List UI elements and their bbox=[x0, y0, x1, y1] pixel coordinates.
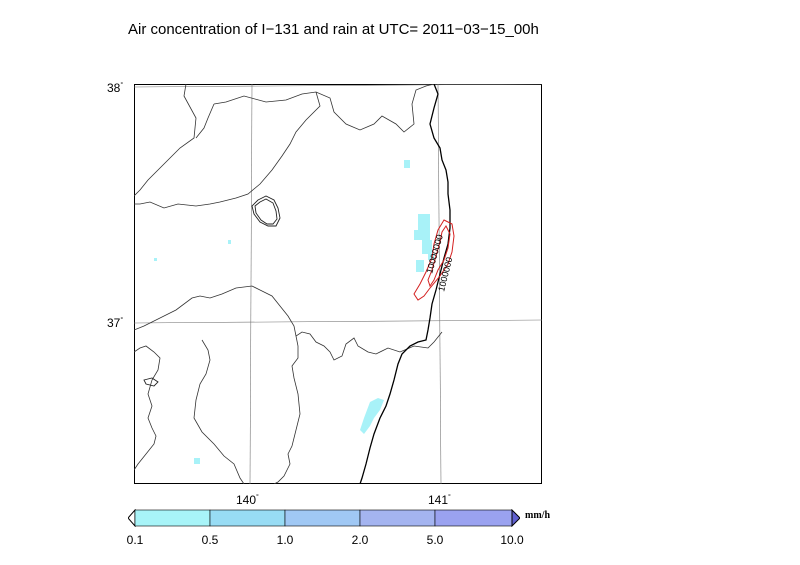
graticule-lat-38 bbox=[134, 84, 542, 88]
lat-label-38: 38° bbox=[107, 81, 124, 95]
graticule-lon-141 bbox=[437, 84, 442, 484]
rain-patch bbox=[154, 258, 157, 261]
lon-label-140: 140° bbox=[236, 493, 259, 507]
colorbar-right-arrow bbox=[511, 509, 520, 527]
lake-inawashiro-inner bbox=[254, 198, 278, 225]
colorbar-tick-label: 2.0 bbox=[351, 533, 369, 547]
lat-label-37: 37° bbox=[107, 316, 124, 330]
border-line bbox=[134, 345, 161, 471]
colorbar-segment-4 bbox=[359, 509, 436, 527]
border-line bbox=[213, 84, 435, 133]
coastline bbox=[359, 84, 451, 484]
contour-10000000 bbox=[427, 225, 451, 288]
border-line bbox=[134, 91, 321, 209]
graticule bbox=[134, 84, 542, 484]
i131-contours bbox=[413, 219, 455, 301]
rain-patch bbox=[404, 160, 410, 168]
contour-1000000 bbox=[413, 219, 455, 301]
colorbar-tick-label: 5.0 bbox=[426, 533, 444, 547]
border-line bbox=[193, 339, 245, 484]
rain-patches bbox=[154, 160, 434, 464]
lakes bbox=[143, 195, 281, 387]
rain-patch bbox=[414, 230, 422, 240]
rain-patch bbox=[228, 240, 231, 244]
rain-patch bbox=[428, 254, 434, 260]
colorbar-tick-label: 1.0 bbox=[276, 533, 294, 547]
lake-inawashiro bbox=[251, 195, 281, 227]
border-line bbox=[273, 331, 443, 484]
map-frame: 10000000 1000000 bbox=[134, 84, 542, 484]
rain-patch bbox=[360, 398, 384, 434]
map-title: Air concentration of I−131 and rain at U… bbox=[128, 21, 539, 38]
border-line bbox=[134, 84, 197, 197]
prefecture-borders bbox=[134, 84, 443, 484]
colorbar-tick-label: 0.1 bbox=[126, 533, 144, 547]
border-line bbox=[195, 103, 215, 139]
colorbar-segment-1 bbox=[134, 509, 211, 527]
colorbar bbox=[128, 509, 520, 527]
lake-small bbox=[143, 377, 159, 387]
colorbar-segment-3 bbox=[284, 509, 361, 527]
colorbar-unit: mm/h bbox=[525, 510, 550, 521]
colorbar-segment-5 bbox=[434, 509, 513, 527]
lon-label-141: 141° bbox=[428, 493, 451, 507]
rain-patch bbox=[422, 240, 432, 254]
rain-patch bbox=[416, 260, 424, 272]
colorbar-tick-label: 0.5 bbox=[201, 533, 219, 547]
colorbar-tick-label: 10.0 bbox=[500, 533, 524, 547]
graticule-lat-37 bbox=[134, 319, 542, 324]
colorbar-left-arrow bbox=[128, 509, 136, 527]
border-line bbox=[134, 285, 297, 337]
colorbar-segment-2 bbox=[209, 509, 286, 527]
rain-patch bbox=[194, 458, 200, 464]
coastline-path bbox=[359, 84, 451, 484]
graticule-lon-140 bbox=[249, 84, 253, 484]
